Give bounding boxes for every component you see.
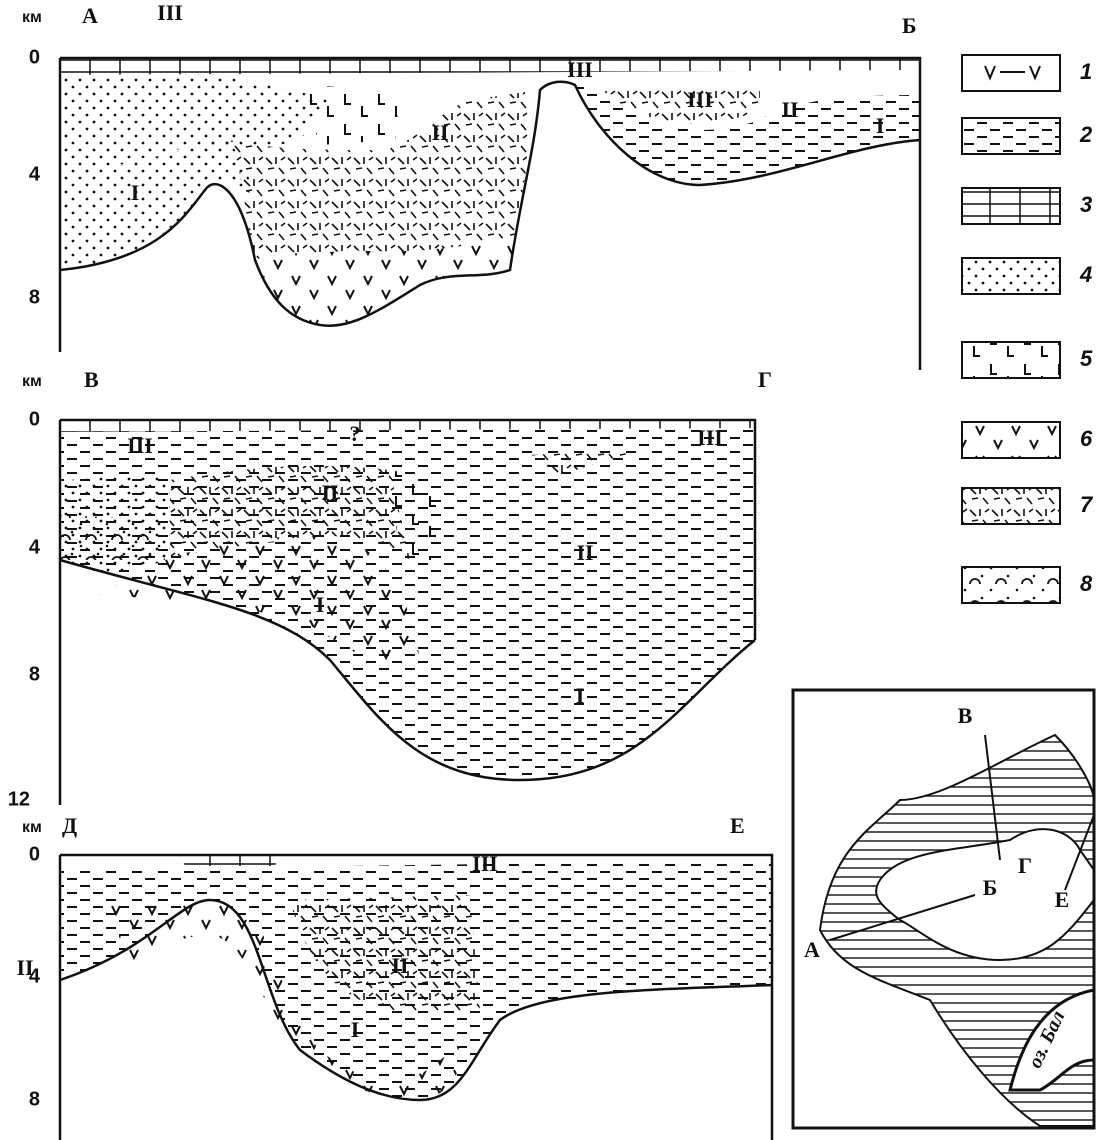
legend-swatch	[962, 567, 1060, 603]
legend-number: 6	[1080, 426, 1093, 451]
legend-number: 8	[1080, 571, 1093, 596]
depth-label: 4	[29, 536, 41, 558]
unit-age-label: III	[472, 851, 498, 876]
legend-number: 7	[1080, 492, 1094, 517]
depth-label: 8	[29, 1088, 40, 1110]
unit-label: км	[22, 9, 42, 26]
layer-limestone	[60, 58, 920, 75]
layer-conglomerate	[60, 515, 165, 560]
unit-age-label: II	[781, 97, 798, 122]
unit-label: км	[22, 373, 42, 390]
legend-swatch	[962, 488, 1060, 524]
unit-age-label: I	[131, 180, 140, 205]
legend-number: 2	[1079, 122, 1093, 147]
profile-end: Г	[758, 367, 772, 392]
profile-start: Д	[62, 813, 77, 838]
unit-age-label: II	[16, 955, 33, 980]
unit-age-label: III	[567, 57, 593, 82]
legend-number: 5	[1080, 346, 1093, 371]
profile-end: Б	[902, 13, 917, 38]
depth-label: 4	[29, 163, 41, 185]
depth-label: 0	[29, 46, 40, 68]
unit-label: км	[22, 819, 42, 836]
unit-age-label: I	[351, 1017, 360, 1042]
profile-start: В	[84, 367, 99, 392]
unit-age-label: III	[157, 0, 183, 25]
legend-swatch	[962, 342, 1060, 378]
legend-swatch	[962, 118, 1060, 154]
layer-limestone	[180, 855, 280, 866]
unit-age-label: III	[687, 87, 713, 112]
location-map	[793, 690, 1094, 1128]
legend-swatch	[962, 258, 1060, 294]
legend-number: 1	[1080, 59, 1092, 84]
unit-age-label: I	[576, 683, 585, 708]
legend-number: 4	[1079, 262, 1092, 287]
unit-age-label: I	[316, 592, 325, 617]
unit-age-label: III	[127, 433, 153, 458]
unit-age-label: III	[697, 425, 723, 450]
map-label: Г	[1018, 853, 1032, 878]
profile-end: Е	[730, 813, 745, 838]
map-label: Б	[983, 875, 998, 900]
map-label: А	[804, 937, 820, 962]
legend-swatch	[962, 422, 1060, 458]
unit-age-label: II	[391, 953, 408, 978]
map-label: Е	[1055, 887, 1070, 912]
legend-number: 3	[1080, 192, 1092, 217]
legend-swatch	[962, 188, 1060, 224]
legend	[962, 55, 1060, 603]
map-label: В	[958, 703, 973, 728]
unit-age-label: I	[876, 113, 885, 138]
unit-age-label: II	[431, 120, 448, 145]
unit-age-label: II	[321, 480, 338, 505]
depth-label: 8	[29, 663, 40, 685]
unit-age-label: ?	[350, 421, 361, 446]
layer-basalt	[300, 85, 400, 145]
section-3	[60, 855, 772, 1140]
depth-label: 8	[29, 286, 40, 308]
profile-start: А	[82, 3, 98, 28]
section-2	[60, 420, 755, 805]
depth-label: 12	[8, 788, 30, 810]
depth-label: 0	[29, 843, 40, 865]
unit-age-label: II	[576, 540, 593, 565]
depth-label: 0	[29, 408, 40, 430]
geology-figure: кмАБ048IIIIIIIIIIIIIIIкмВГ04812III?IIIII…	[0, 0, 1096, 1140]
